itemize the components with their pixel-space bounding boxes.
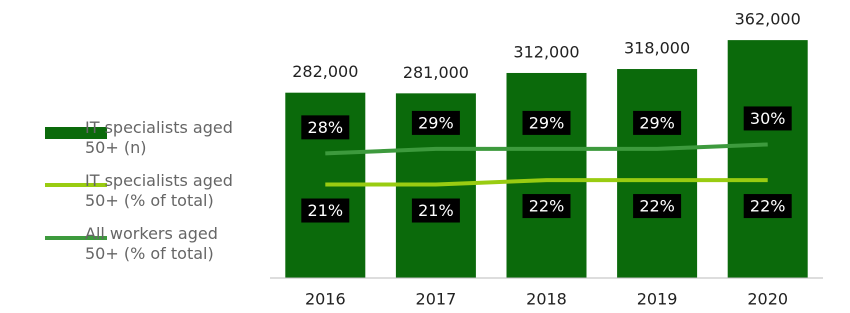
bar-value-label: 318,000 [624, 39, 690, 58]
label-box [301, 115, 350, 140]
label-box [411, 198, 460, 223]
legend-label: All workers aged 50+ (% of total) [85, 224, 218, 263]
x-tick-label: 2017 [416, 290, 457, 309]
x-tick-label: 2016 [305, 290, 346, 309]
label-box [743, 194, 792, 219]
data-label: 22% [639, 197, 675, 216]
x-tick-label: 2019 [637, 290, 678, 309]
bar-value-label: 281,000 [403, 63, 469, 82]
data-label: 29% [639, 113, 675, 132]
data-label: 22% [750, 197, 786, 216]
label-box [522, 110, 571, 135]
legend-label: IT specialists aged 50+ (% of total) [85, 171, 233, 210]
data-label: 21% [308, 201, 344, 220]
data-label: 21% [418, 201, 454, 220]
data-label: 28% [308, 118, 344, 137]
legend-swatch [45, 236, 107, 240]
line [325, 142, 768, 156]
label-box [633, 110, 682, 135]
bar-value-label: 312,000 [513, 42, 579, 61]
data-label: 29% [529, 113, 565, 132]
bar-value-label: 282,000 [292, 62, 358, 81]
x-tick-label: 2018 [526, 290, 567, 309]
bar [727, 40, 808, 278]
data-label: 30% [750, 109, 786, 128]
legend-label: IT specialists aged 50+ (n) [85, 118, 233, 157]
bar [617, 69, 698, 279]
data-label: 22% [529, 197, 565, 216]
label-box [522, 194, 571, 219]
data-label: 29% [418, 113, 454, 132]
bar-value-label: 362,000 [735, 10, 801, 29]
label-box [633, 194, 682, 219]
bar [506, 72, 587, 278]
label-box [301, 198, 350, 223]
x-tick-label: 2020 [747, 290, 788, 309]
label-box [411, 110, 460, 135]
legend-swatch [45, 183, 107, 187]
legend-swatch [45, 127, 107, 139]
line [325, 178, 768, 187]
label-box [743, 106, 792, 131]
